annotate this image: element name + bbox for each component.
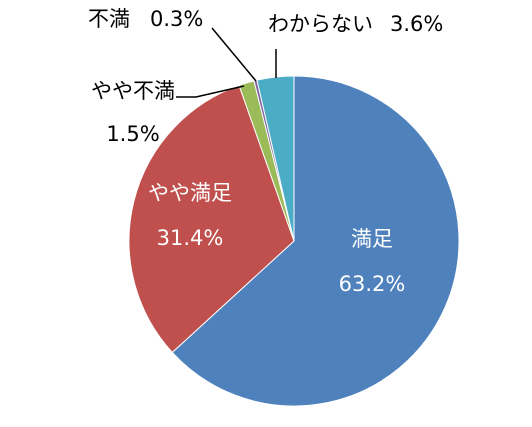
slice-value-yaya-manzoku: 31.4%: [157, 226, 224, 250]
slice-value-wakaranai: 3.6%: [390, 12, 443, 36]
slice-value-manzoku: 63.2%: [339, 272, 406, 296]
leader-line-fuman: [211, 27, 257, 82]
pie-slice-manzoku: [171, 75, 460, 407]
slice-value-fuman: 0.3%: [150, 7, 203, 31]
pie-slices: [128, 75, 460, 407]
slice-value-yaya-fuman: 1.5%: [106, 122, 159, 146]
slice-label-yaya-manzoku: やや満足: [148, 181, 232, 205]
pie-slice-yaya-manzoku: [128, 84, 295, 354]
slice-label-yaya-fuman: やや不満: [91, 79, 175, 103]
slice-label-wakaranai: わからない: [268, 12, 373, 36]
leader-lines: [176, 27, 277, 98]
slice-label-manzoku: 満足: [351, 227, 393, 251]
leader-line-yaya-fuman: [176, 85, 245, 98]
slice-label-fuman: 不満: [88, 7, 130, 31]
